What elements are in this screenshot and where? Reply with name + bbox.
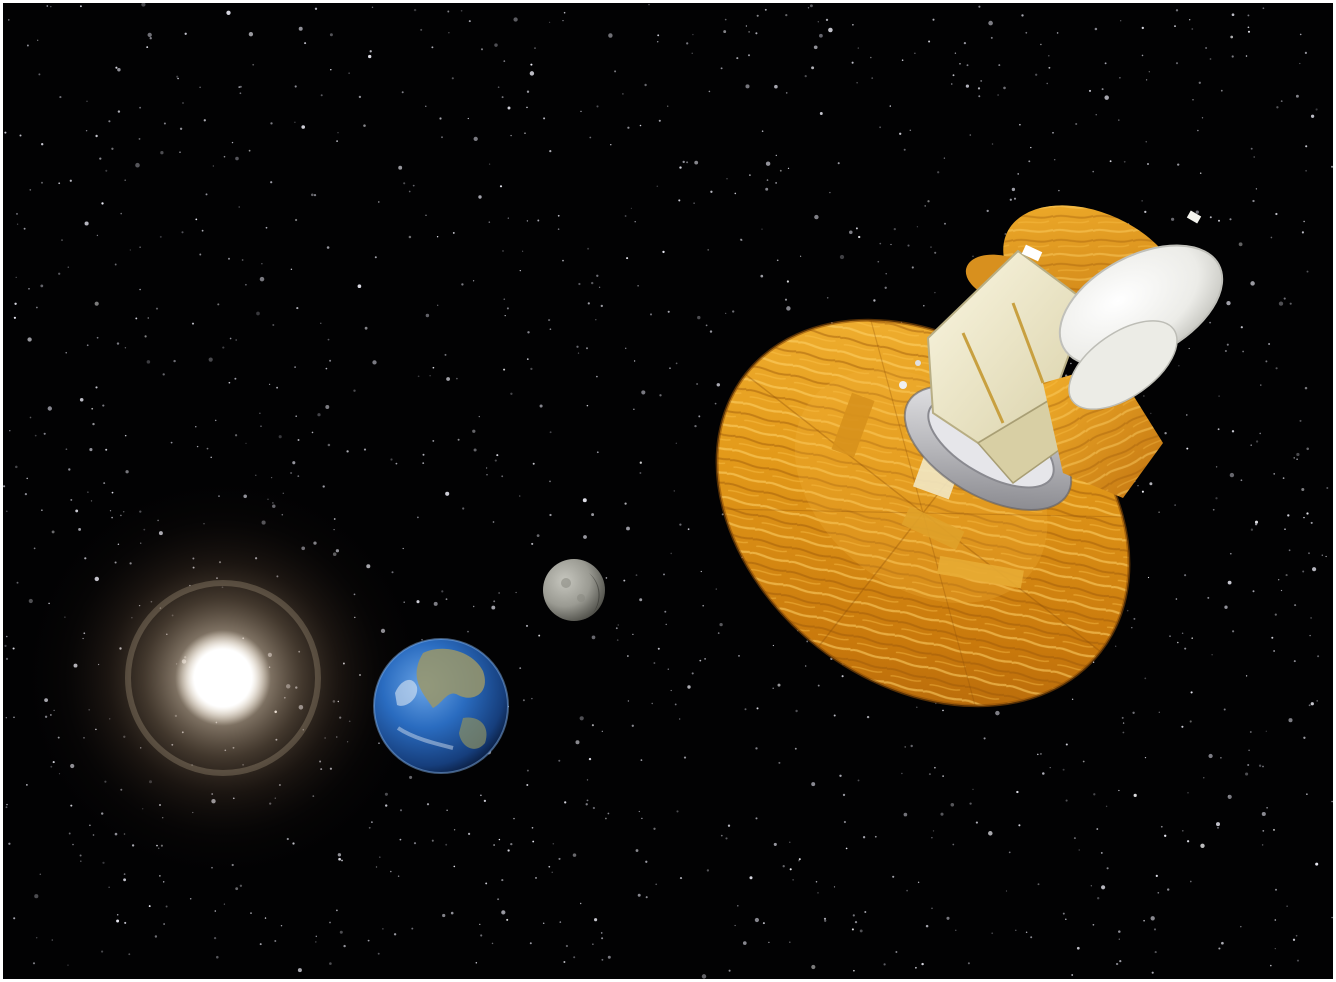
- space-scene: [3, 3, 1333, 979]
- spacecraft-icon: [715, 205, 1224, 708]
- earth-icon: [373, 638, 509, 774]
- sun-icon: [13, 468, 433, 888]
- image-frame: [3, 3, 1333, 979]
- moon-icon: [543, 559, 605, 621]
